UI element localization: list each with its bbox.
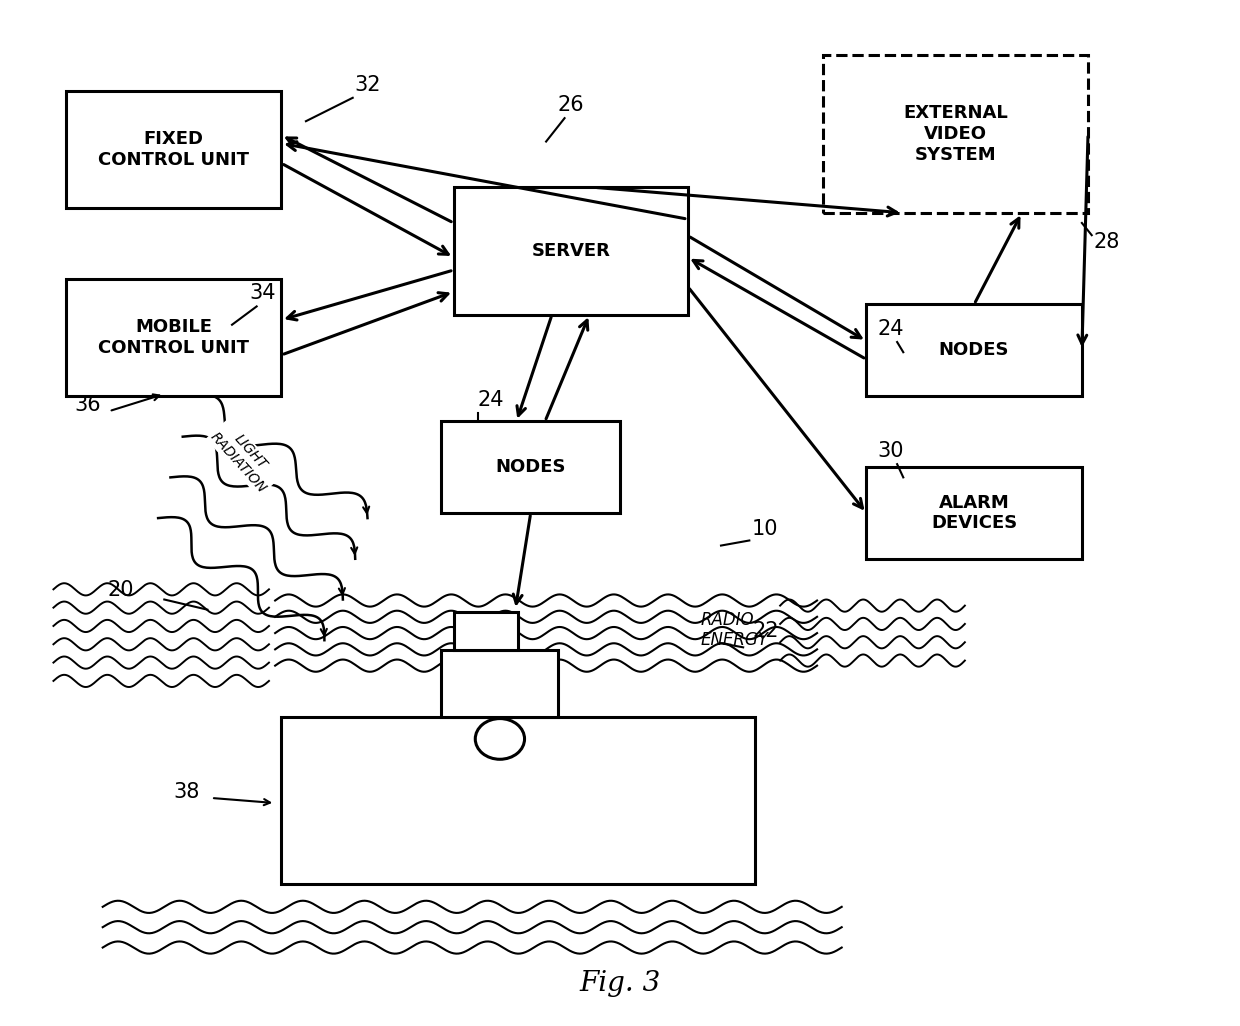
Text: MOBILE
CONTROL UNIT: MOBILE CONTROL UNIT: [98, 318, 249, 357]
Text: 22: 22: [753, 621, 779, 641]
Text: SERVER: SERVER: [531, 242, 610, 260]
Text: 38: 38: [174, 782, 200, 802]
Text: 28: 28: [1094, 233, 1120, 252]
Bar: [66, 90, 281, 207]
Text: Fig. 3: Fig. 3: [579, 970, 661, 996]
Text: RADIO
ENERGY: RADIO ENERGY: [701, 610, 768, 649]
Bar: [823, 55, 1087, 212]
Text: 10: 10: [753, 519, 779, 540]
Text: 20: 20: [108, 581, 134, 600]
Bar: [441, 422, 620, 513]
Text: NODES: NODES: [496, 459, 565, 476]
Text: EXTERNAL
VIDEO
SYSTEM: EXTERNAL VIDEO SYSTEM: [903, 104, 1008, 164]
Bar: [867, 305, 1081, 396]
Text: NODES: NODES: [939, 342, 1009, 359]
Text: 34: 34: [249, 283, 277, 304]
Text: 36: 36: [74, 395, 102, 416]
Text: 30: 30: [878, 441, 904, 461]
Bar: [867, 467, 1081, 559]
Text: 26: 26: [558, 95, 584, 115]
Bar: [454, 611, 518, 650]
Bar: [441, 650, 558, 716]
Text: LIGHT
RADIATION: LIGHT RADIATION: [207, 419, 281, 496]
Bar: [281, 716, 755, 884]
Text: ALARM
DEVICES: ALARM DEVICES: [931, 494, 1017, 532]
Bar: [454, 188, 688, 315]
Text: 32: 32: [355, 75, 381, 94]
Bar: [66, 279, 281, 396]
Text: 24: 24: [477, 390, 503, 410]
Text: FIXED
CONTROL UNIT: FIXED CONTROL UNIT: [98, 129, 249, 168]
Text: 24: 24: [878, 319, 904, 339]
